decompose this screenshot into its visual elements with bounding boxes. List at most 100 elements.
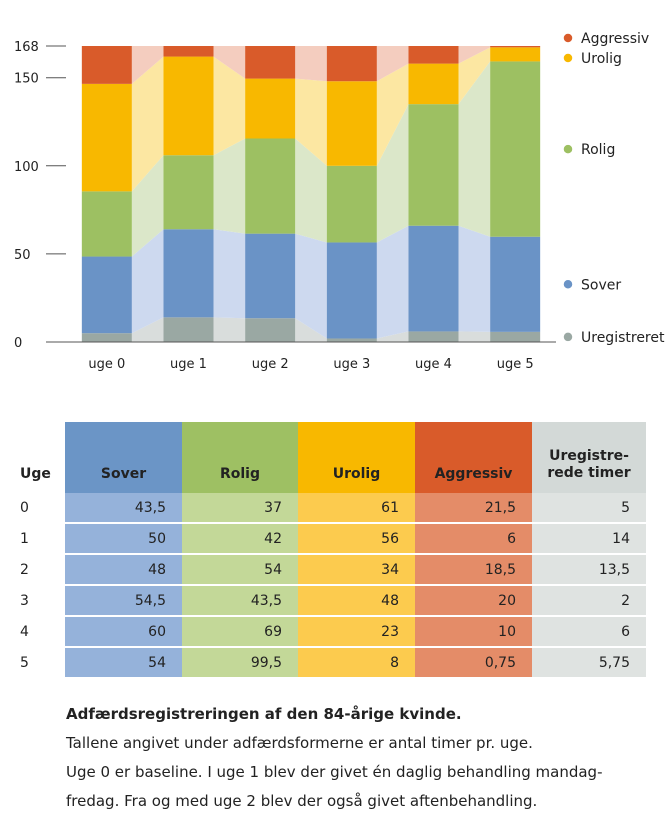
connector-band-urolig bbox=[295, 78, 327, 166]
connector-band-rolig bbox=[295, 138, 327, 243]
cell-sover: 50 bbox=[65, 523, 182, 555]
cell-sover: 60 bbox=[65, 616, 182, 648]
connector-band-urolig bbox=[131, 56, 164, 192]
connector-band-urolig bbox=[376, 63, 409, 166]
bar-segment-urolig bbox=[490, 47, 541, 62]
bar-segment-sover bbox=[245, 233, 296, 319]
bar-segment-urolig bbox=[245, 78, 296, 139]
bar-segment-rolig bbox=[326, 165, 377, 243]
cell-aggressiv: 21,5 bbox=[415, 493, 532, 524]
bar-segment-uregistreret bbox=[163, 317, 214, 342]
cell-sover: 43,5 bbox=[65, 493, 182, 524]
cell-rolig: 54 bbox=[182, 554, 298, 586]
legend-marker-uregistreret bbox=[562, 331, 574, 343]
cell-sover: 54 bbox=[65, 647, 182, 679]
connector-band-urolig bbox=[458, 47, 491, 105]
table-row: 2 48 54 34 18,5 13,5 bbox=[14, 554, 646, 586]
connector-band-rolig bbox=[376, 104, 409, 243]
bar-segment-uregistreret bbox=[245, 318, 296, 342]
stacked-bar-chart: 0 50 100 150 168 uge 0 uge 1 uge 2 uge 3 uge 4 uge… bbox=[0, 0, 669, 380]
header-aggressiv: Aggressiv bbox=[415, 422, 532, 493]
caption-line: fredag. Fra og med uge 2 blev der også g… bbox=[66, 792, 538, 810]
bar-segment-urolig bbox=[81, 83, 132, 192]
connector-band-aggressiv bbox=[213, 46, 246, 79]
legend-label-sover: Sover bbox=[581, 277, 621, 293]
caption-line: Tallene angivet under adfærdsformerne er… bbox=[66, 734, 533, 752]
cell-uge: 1 bbox=[14, 523, 65, 555]
bar-segment-uregistreret bbox=[490, 331, 541, 342]
connector-band-aggressiv bbox=[295, 46, 327, 82]
y-tick-label: 100 bbox=[14, 160, 39, 175]
connector-band-aggressiv bbox=[131, 46, 164, 84]
connector-band-aggressiv bbox=[376, 46, 409, 82]
table-row: 4 60 69 23 10 6 bbox=[14, 616, 646, 648]
connector-band-uregistreret bbox=[295, 318, 327, 342]
cell-sover: 54,5 bbox=[65, 585, 182, 617]
cell-uregistrerede: 13,5 bbox=[532, 554, 646, 586]
legend-marker-urolig bbox=[562, 52, 574, 64]
header-rolig: Rolig bbox=[182, 422, 298, 493]
cell-urolig: 56 bbox=[298, 523, 415, 555]
y-tick-label: 150 bbox=[14, 72, 39, 87]
bar-segment-sover bbox=[81, 256, 132, 334]
connector-band-rolig bbox=[213, 138, 246, 234]
connector-band-uregistreret bbox=[458, 331, 491, 342]
cell-uge: 2 bbox=[14, 554, 65, 586]
caption: Adfærdsregistreringen af den 84-årige kv… bbox=[66, 700, 636, 816]
x-tick-label: uge 1 bbox=[170, 357, 207, 372]
connector-band-sover bbox=[295, 233, 327, 339]
table-row: 3 54,5 43,5 48 20 2 bbox=[14, 585, 646, 617]
data-table: Uge Sover Rolig Urolig Aggressiv Uregist… bbox=[14, 422, 646, 679]
bar-segment-urolig bbox=[326, 81, 377, 166]
header-uregistrerede: Uregistre-rede timer bbox=[532, 422, 646, 493]
bar-segment-aggressiv bbox=[408, 46, 459, 64]
table-row: 1 50 42 56 6 14 bbox=[14, 523, 646, 555]
connector-band-sover bbox=[131, 229, 164, 334]
bar-segment-uregistreret bbox=[81, 333, 132, 342]
bar-segment-rolig bbox=[408, 104, 459, 226]
y-tick-label: 0 bbox=[14, 336, 22, 351]
y-tick-label: 168 bbox=[14, 40, 39, 55]
cell-urolig: 23 bbox=[298, 616, 415, 648]
cell-uge: 3 bbox=[14, 585, 65, 617]
cell-aggressiv: 6 bbox=[415, 523, 532, 555]
connector-band-rolig bbox=[458, 61, 491, 237]
legend-marker-sover bbox=[562, 278, 574, 291]
legend-marker-rolig bbox=[562, 143, 574, 155]
x-tick-label: uge 0 bbox=[88, 357, 125, 372]
connector-band-rolig bbox=[131, 155, 164, 257]
cell-rolig: 42 bbox=[182, 523, 298, 555]
bar-segment-urolig bbox=[163, 56, 214, 156]
x-tick-label: uge 3 bbox=[333, 357, 370, 372]
cell-uregistrerede: 5 bbox=[532, 493, 646, 524]
cell-urolig: 8 bbox=[298, 647, 415, 679]
cell-aggressiv: 0,75 bbox=[415, 647, 532, 679]
cell-urolig: 34 bbox=[298, 554, 415, 586]
bar-segment-uregistreret bbox=[326, 338, 377, 342]
cell-uregistrerede: 5,75 bbox=[532, 647, 646, 679]
bar-segment-rolig bbox=[81, 191, 132, 257]
bar-segment-urolig bbox=[408, 63, 459, 105]
cell-uge: 5 bbox=[14, 647, 65, 679]
cell-sover: 48 bbox=[65, 554, 182, 586]
cell-uge: 4 bbox=[14, 616, 65, 648]
bar-segment-rolig bbox=[245, 138, 296, 234]
connector-band-sover bbox=[458, 225, 491, 332]
bar-segment-sover bbox=[163, 229, 214, 318]
cell-rolig: 37 bbox=[182, 493, 298, 524]
legend-marker-aggressiv bbox=[562, 32, 574, 44]
header-uregistrerede-line1: Uregistre- bbox=[549, 448, 629, 464]
cell-urolig: 61 bbox=[298, 493, 415, 524]
bar-segment-rolig bbox=[163, 155, 214, 230]
bar-segment-uregistreret bbox=[408, 331, 459, 342]
y-tick-label: 50 bbox=[14, 248, 31, 263]
connector-band-sover bbox=[213, 229, 246, 319]
connector-band-sover bbox=[376, 225, 409, 339]
cell-uregistrerede: 6 bbox=[532, 616, 646, 648]
cell-uregistrerede: 14 bbox=[532, 523, 646, 555]
bar-segment-aggressiv bbox=[326, 46, 377, 82]
bar-segment-aggressiv bbox=[163, 46, 214, 57]
x-tick-label: uge 5 bbox=[497, 357, 534, 372]
table-row: 5 54 99,5 8 0,75 5,75 bbox=[14, 647, 646, 679]
legend-label-aggressiv: Aggressiv bbox=[581, 31, 649, 47]
